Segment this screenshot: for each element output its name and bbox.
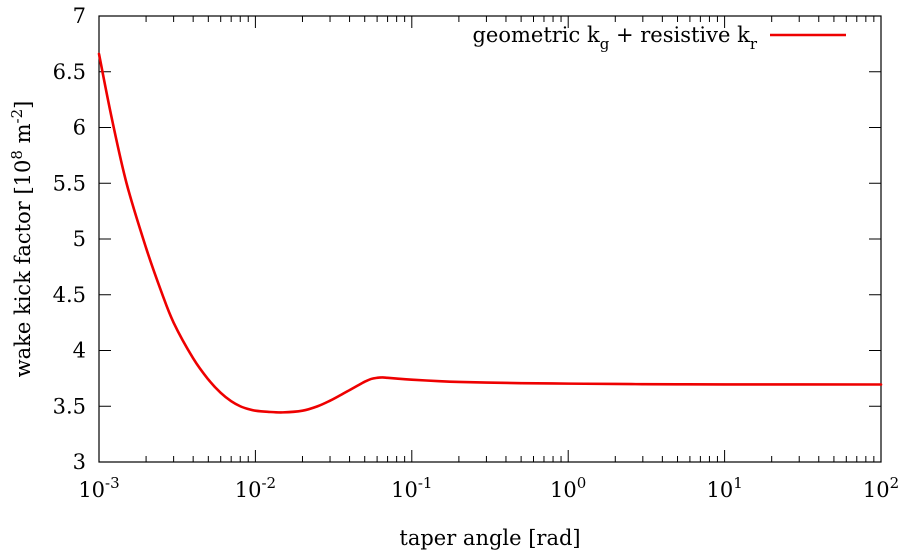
x-tick-label: 10-1 <box>391 474 432 502</box>
plot-frame <box>98 15 882 463</box>
x-tick-label: 10-2 <box>235 474 276 502</box>
y-tick-labels: 3 3.5 4 4.5 5 5.5 6 6.5 7 <box>53 4 86 474</box>
axis-ticks <box>98 15 882 463</box>
x-tick-label: 102 <box>863 474 899 502</box>
x-tick-label: 100 <box>550 474 586 502</box>
y-tick-label: 4 <box>73 339 86 363</box>
y-tick-label: 3 <box>73 450 86 474</box>
x-tick-label: 101 <box>706 474 742 502</box>
series-line <box>97 52 883 414</box>
y-tick-label: 5 <box>73 227 86 251</box>
y-axis-title: wake kick factor [108 m-2] <box>8 101 35 378</box>
y-tick-label: 4.5 <box>53 283 86 307</box>
y-tick-label: 6 <box>73 116 86 140</box>
y-tick-label: 6.5 <box>53 60 86 84</box>
y-tick-label: 3.5 <box>53 394 86 418</box>
legend: geometric kg + resistive kr <box>472 23 846 53</box>
x-tick-labels: 10-3 10-2 10-1 100 101 102 <box>78 474 899 502</box>
legend-label: geometric kg + resistive kr <box>472 23 757 53</box>
y-tick-label: 5.5 <box>53 171 86 195</box>
x-axis-title: taper angle [rad] <box>399 526 580 550</box>
y-tick-label: 7 <box>73 4 86 28</box>
x-tick-label: 10-3 <box>78 474 119 502</box>
